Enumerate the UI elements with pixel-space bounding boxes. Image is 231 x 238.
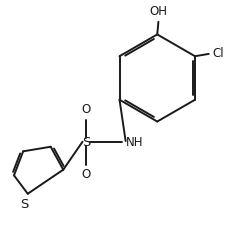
Text: O: O xyxy=(81,168,90,181)
Text: O: O xyxy=(81,104,90,116)
Text: NH: NH xyxy=(126,136,143,149)
Text: S: S xyxy=(82,136,90,149)
Text: OH: OH xyxy=(149,5,167,18)
Text: S: S xyxy=(20,198,28,211)
Text: Cl: Cl xyxy=(211,47,223,60)
